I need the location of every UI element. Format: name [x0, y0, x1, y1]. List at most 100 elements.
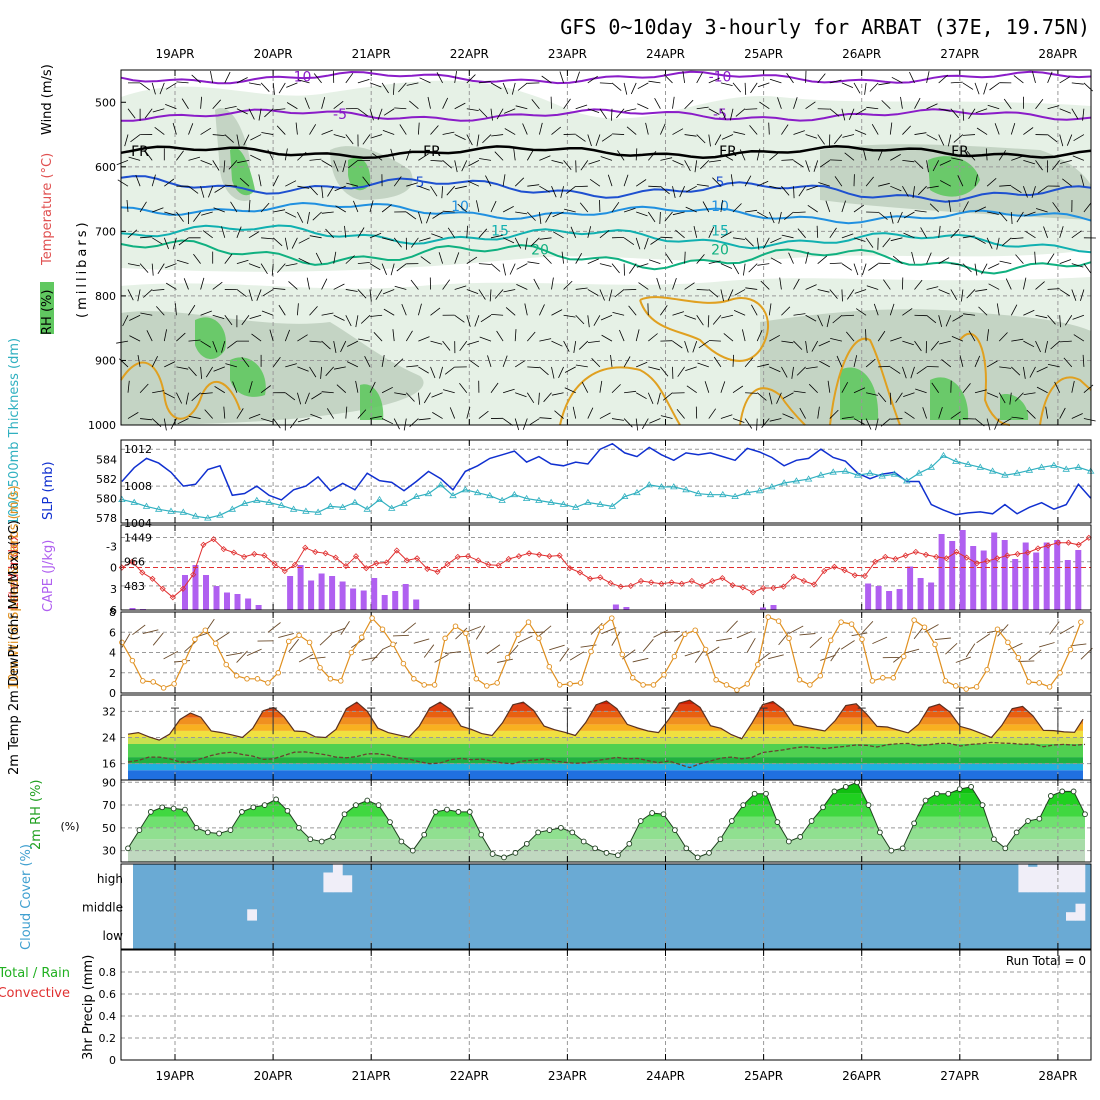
upper-wind-barb	[871, 123, 879, 135]
upper-wind-barb	[974, 174, 978, 187]
upper-wind-barb	[1073, 334, 1085, 342]
upper-wind-barb	[163, 418, 167, 431]
cape-bar	[886, 591, 893, 610]
upper-wind-barb	[345, 289, 358, 292]
upper-wind-barb	[733, 131, 746, 135]
upper-wind-barb	[763, 237, 770, 249]
upper-wind-barb	[487, 355, 492, 368]
wind-speed-marker	[546, 663, 553, 670]
upper-wind-barb	[530, 237, 540, 247]
upper-wind-barb	[891, 76, 903, 84]
upper-wind-barb	[750, 82, 758, 94]
upper-wind-barb	[1003, 98, 1012, 109]
upper-panel-labels: RH (%) Temperature (°C) Wind (m/s) (mill…	[40, 64, 90, 335]
thickness-marker	[1013, 469, 1021, 476]
upper-wind-barb	[745, 392, 758, 394]
date-label-bottom: 25APR	[744, 1069, 783, 1083]
wind-speed-marker	[869, 678, 876, 684]
upper-wind-barb	[914, 210, 927, 213]
thickness-marker	[731, 492, 739, 499]
thickness-marker	[768, 483, 776, 490]
upper-wind-barb	[369, 289, 372, 302]
upper-wind-barb	[686, 385, 697, 394]
upper-wind-barb	[987, 104, 1000, 110]
thickness-marker	[302, 507, 310, 514]
upper-wind-barb	[664, 211, 673, 222]
rh2m-marker	[159, 804, 166, 811]
upper-wind-barb	[232, 381, 238, 393]
upper-wind-barb	[599, 289, 605, 301]
upper-wind-barb	[454, 314, 465, 323]
upper-wind-barb	[1035, 208, 1048, 213]
upper-wind-barb	[286, 102, 298, 110]
rh2m-marker	[672, 827, 678, 833]
thickness-marker	[412, 492, 421, 499]
wind-speed-marker	[796, 677, 803, 683]
upper-wind-barb	[1047, 364, 1060, 368]
upper-wind-barb	[478, 228, 488, 239]
upper-wind-barb	[466, 74, 476, 84]
cape-bar	[402, 584, 409, 610]
upper-wind-barb	[684, 134, 697, 137]
upper-wind-barb	[273, 209, 286, 213]
date-label-bottom: 26APR	[842, 1069, 881, 1083]
upper-wind-barb	[996, 303, 1000, 316]
upper-wind-barb	[285, 180, 297, 187]
upper-wind-barb	[757, 363, 769, 368]
upper-wind-barb	[950, 411, 961, 419]
upper-wind-barb	[593, 315, 601, 326]
upper-wind-barb	[915, 388, 927, 394]
thickness-marker	[780, 479, 788, 486]
upper-wind-barb	[418, 366, 429, 374]
upper-wind-barb	[769, 78, 782, 84]
upper-wind-barb	[833, 134, 843, 145]
li-marker	[1034, 545, 1042, 552]
upper-wind-barb	[277, 263, 286, 273]
upper-wind-barb	[164, 392, 176, 399]
cloud-mid-bar	[1066, 912, 1076, 921]
upper-wind-barb	[154, 126, 165, 135]
upper-wind-barb	[306, 277, 310, 290]
upper-wind-barb	[124, 134, 129, 147]
wind-speed-marker	[192, 636, 198, 643]
upper-wind-barb	[611, 201, 620, 213]
li-marker	[831, 563, 838, 570]
upper-wind-barb	[781, 234, 794, 239]
upper-wind-barb	[926, 185, 939, 189]
wind-barb	[497, 658, 513, 663]
upper-wind-barb	[345, 134, 354, 145]
cape-bar	[318, 573, 325, 610]
upper-wind-barb	[793, 313, 806, 316]
upper-wind-barb	[479, 336, 492, 342]
wind-speed-marker	[463, 630, 469, 637]
wind-barb	[475, 625, 486, 640]
temp-band	[128, 744, 1083, 758]
upper-wind-barb	[745, 209, 758, 213]
upper-wind-barb	[382, 130, 395, 135]
upper-wind-barb	[890, 237, 903, 242]
upper-wind-barb	[529, 418, 540, 426]
li-marker	[699, 582, 706, 589]
thickness-marker	[952, 457, 960, 464]
upper-wind-barb	[566, 185, 576, 195]
upper-wind-barb	[575, 71, 580, 84]
upper-wind-barb	[786, 72, 794, 84]
li-marker	[953, 548, 960, 555]
cloud-high-bar	[332, 864, 343, 893]
li-marker	[637, 577, 645, 585]
upper-wind-barb	[522, 123, 528, 135]
upper-wind-barb	[539, 304, 545, 316]
wind-speed-marker	[838, 619, 844, 625]
upper-wind-barb	[320, 366, 322, 379]
date-label-top: 26APR	[842, 47, 881, 61]
rh-legend-swatch	[40, 282, 54, 334]
upper-wind-barb	[781, 306, 791, 316]
upper-wind-barb	[321, 160, 333, 167]
upper-wind-barb	[285, 363, 297, 368]
upper-wind-barb	[616, 108, 625, 119]
upper-wind-barb	[926, 71, 930, 83]
upper-wind-barb	[575, 134, 586, 142]
li-marker	[780, 583, 787, 590]
rh2m-marker	[501, 854, 507, 861]
wind-barb	[559, 648, 570, 662]
